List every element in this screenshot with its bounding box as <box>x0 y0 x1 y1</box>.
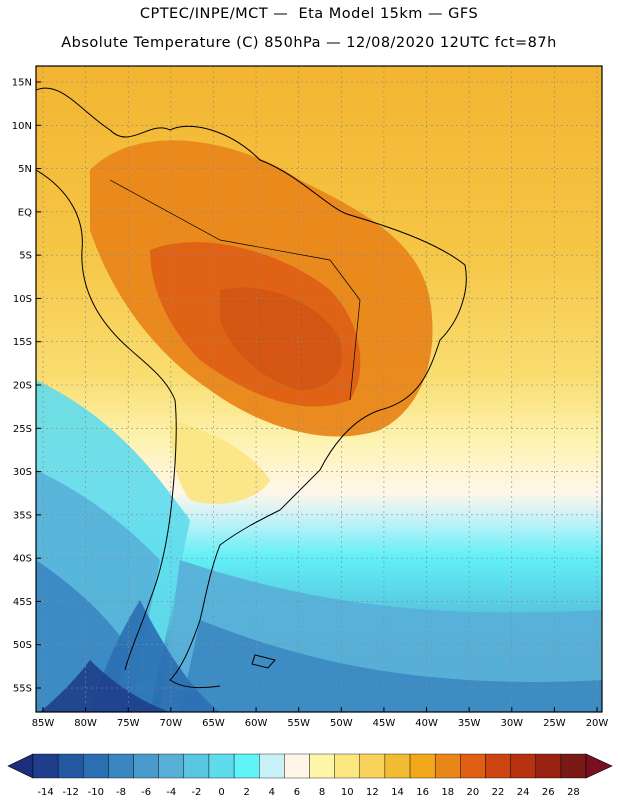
colorbar-swatch <box>535 753 562 779</box>
continent-outline <box>36 87 467 689</box>
lat-label: 55S <box>13 684 32 695</box>
colorbar-swatch <box>409 753 436 779</box>
colorbar-swatch <box>133 753 159 779</box>
lat-label: 5S <box>19 251 32 262</box>
latitude-axis: 15N 10N 5N EQ 5S 10S 15S 20S 25S 30S 35S 40S 45S 50S 5… <box>12 78 41 695</box>
colorbar-swatch <box>284 753 310 779</box>
colorbar-swatch <box>334 753 360 779</box>
falkland-islands <box>251 654 276 669</box>
coastlines <box>36 87 467 689</box>
colorbar-tick-label: 24 <box>517 787 530 798</box>
graticule <box>36 66 602 712</box>
longitude-axis: 85W 80W 75W 70W 65W 60W 55W 50W 45W 40W 35W 30W 25W 2… <box>32 707 609 729</box>
colorbar-under-arrow <box>7 753 34 779</box>
lon-label: 75W <box>117 718 140 729</box>
colorbar-tick-label: -14 <box>37 787 53 798</box>
colorbar-swatch <box>434 753 461 779</box>
lon-label: 50W <box>330 718 353 729</box>
lon-label: 85W <box>32 718 55 729</box>
lon-label: 55W <box>287 718 310 729</box>
lon-label: 30W <box>500 718 523 729</box>
colorbar-swatch <box>384 753 411 779</box>
colorbar-swatch <box>158 753 185 779</box>
lat-label: 15S <box>13 337 32 348</box>
lat-label: 20S <box>13 381 32 392</box>
lat-label: 40S <box>13 554 32 565</box>
colorbar-tick-label: 6 <box>294 787 300 798</box>
title-line-model: CPTEC/INPE/MCT — Eta Model 15km — GFS <box>139 6 479 22</box>
colorbar-swatch <box>57 753 84 779</box>
colorbar-swatch <box>259 753 285 779</box>
colorbar-swatch <box>560 753 587 779</box>
colorbar-tick-label: -12 <box>63 787 79 798</box>
colorbar-swatch <box>108 753 134 779</box>
map-frame <box>35 65 603 713</box>
west-coast-outline <box>36 169 177 671</box>
lat-label: 50S <box>13 640 32 651</box>
colorbar-swatch <box>309 753 335 779</box>
lon-label: 25W <box>543 718 566 729</box>
map-field <box>36 66 602 712</box>
lat-label: 35S <box>13 510 32 521</box>
colorbar-swatch <box>208 753 235 779</box>
colorbar-tick-label: 8 <box>319 787 325 798</box>
colorbar-tick-label: 22 <box>492 787 505 798</box>
lon-label: 60W <box>245 718 268 729</box>
lon-label: 40W <box>415 718 438 729</box>
colorbar-swatch <box>32 753 59 779</box>
colorbar-swatch <box>485 753 511 779</box>
lat-label: 25S <box>13 424 32 435</box>
colorbar-tick-label: -10 <box>88 787 104 798</box>
colorbar-tick-label: -2 <box>191 787 201 798</box>
colorbar-tick-label: 10 <box>341 787 354 798</box>
title-line-field: Absolute Temperature (C) 850hPa — 12/08/… <box>61 35 557 51</box>
lon-label: 45W <box>373 718 396 729</box>
colorbar-over-arrow <box>585 753 613 779</box>
colorbar-tick-label: 12 <box>366 787 379 798</box>
lon-label: 65W <box>202 718 225 729</box>
lat-label: EQ <box>18 207 32 218</box>
lat-label: 5N <box>18 164 32 175</box>
colorbar-swatch <box>183 753 210 779</box>
colorbar-tick-label: 0 <box>218 787 224 798</box>
lat-label: 30S <box>13 467 32 478</box>
lat-label: 45S <box>13 597 32 608</box>
colorbar-tick-label: 4 <box>269 787 275 798</box>
lat-label: 10S <box>13 294 32 305</box>
colorbar-tick-label: -6 <box>141 787 151 798</box>
lon-label: 80W <box>74 718 97 729</box>
lon-label: 35W <box>458 718 481 729</box>
lat-label: 15N <box>12 78 32 89</box>
colorbar-swatch <box>233 753 260 779</box>
colorbar: -14 -12 -10 -8 -6 -4 -2 0 2 4 6 8 10 12 14 16 18 20 22 24 26… <box>7 753 613 798</box>
colorbar-tick-label: 26 <box>542 787 555 798</box>
colorbar-tick-label: 18 <box>441 787 454 798</box>
colorbar-tick-label: -4 <box>166 787 176 798</box>
colorbar-swatch <box>460 753 486 779</box>
colorbar-swatch <box>510 753 536 779</box>
colorbar-tick-label: 20 <box>467 787 480 798</box>
colorbar-swatch <box>83 753 109 779</box>
lon-label: 70W <box>160 718 183 729</box>
country-borders <box>109 179 361 401</box>
colorbar-tick-label: 14 <box>391 787 404 798</box>
colorbar-swatch <box>359 753 386 779</box>
colorbar-tick-label: 2 <box>243 787 249 798</box>
lat-label: 10N <box>12 121 32 132</box>
colorbar-tick-label: 16 <box>416 787 429 798</box>
colorbar-tick-label: 28 <box>567 787 580 798</box>
colorbar-tick-label: -8 <box>116 787 126 798</box>
lon-label: 20W <box>586 718 609 729</box>
